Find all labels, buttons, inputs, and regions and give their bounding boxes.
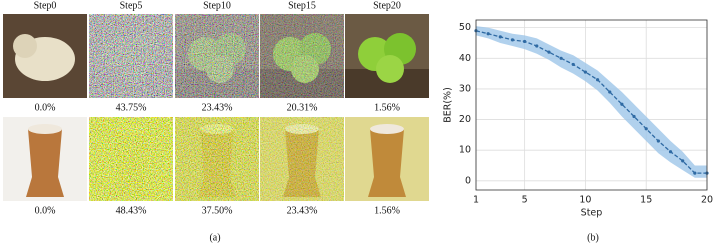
point [620, 102, 624, 106]
line [475, 30, 707, 174]
caption: 0.0% [35, 102, 56, 113]
y-tick-label: 40 [459, 53, 471, 64]
image [345, 14, 429, 98]
caption: 43.75% [116, 102, 147, 113]
image-grid: Step0 Step5 Step10 Step15 Step20 0.0% 43.75% 23… [3, 0, 429, 216]
column-header: Step0 [34, 0, 57, 11]
cup [26, 129, 64, 197]
point [486, 32, 490, 36]
point [559, 56, 563, 60]
point [681, 159, 685, 163]
plot-frame [475, 19, 708, 191]
point [644, 127, 648, 131]
point [656, 139, 660, 143]
caption: 23.43% [287, 205, 318, 216]
image [345, 117, 429, 201]
point [523, 39, 527, 44]
caption: 37.50% [202, 205, 233, 216]
noise [89, 117, 173, 201]
image [89, 14, 173, 98]
point [583, 70, 588, 74]
caption: 1.56% [374, 102, 400, 113]
noise [175, 117, 259, 201]
image [175, 117, 259, 201]
caption: 23.43% [202, 102, 233, 113]
image [260, 117, 344, 201]
caption: 20.31% [287, 102, 318, 113]
x-tick-label: 5 [522, 195, 528, 206]
point [608, 90, 612, 94]
x-tick-label: 10 [579, 195, 591, 206]
column-header: Step20 [373, 0, 401, 11]
column-header: Step10 [203, 0, 231, 11]
column-header: Step15 [288, 0, 316, 11]
x-axis-label: Step [581, 208, 603, 219]
object [13, 34, 37, 58]
image [3, 117, 87, 201]
noise [260, 14, 344, 98]
subfigure-label: (b) [587, 232, 599, 243]
y-tick-label: 30 [459, 83, 471, 94]
y-tick-label: 0 [465, 175, 471, 186]
subfigure-label: (a) [209, 232, 220, 243]
noise [89, 14, 173, 98]
caption: 1.56% [374, 205, 400, 216]
x-tick-label: 1 [473, 195, 479, 206]
image [3, 14, 87, 98]
point [535, 44, 539, 48]
y-tick-label: 10 [459, 145, 471, 156]
x-tick-label: 15 [640, 195, 652, 206]
y-tick-label: 50 [459, 22, 471, 33]
confidence-band [476, 26, 707, 178]
noise [260, 117, 344, 201]
x-tick-label: 20 [701, 195, 713, 206]
y-axis-label: BER(%) [443, 87, 454, 123]
point [498, 35, 502, 39]
point [693, 171, 697, 175]
apple [376, 55, 404, 83]
point [595, 78, 600, 82]
image [260, 14, 344, 98]
point [510, 38, 515, 42]
point [632, 114, 636, 119]
image [89, 117, 173, 201]
column-header: Step5 [120, 0, 143, 11]
cup-rim [370, 124, 404, 134]
point [571, 62, 575, 67]
point [547, 50, 551, 54]
caption: 0.0% [35, 205, 56, 216]
noise [175, 14, 259, 98]
point [668, 150, 673, 154]
cup [368, 129, 406, 197]
caption: 48.43% [116, 205, 147, 216]
cup-rim [28, 124, 62, 134]
image [175, 14, 259, 98]
y-tick-label: 20 [459, 114, 471, 125]
